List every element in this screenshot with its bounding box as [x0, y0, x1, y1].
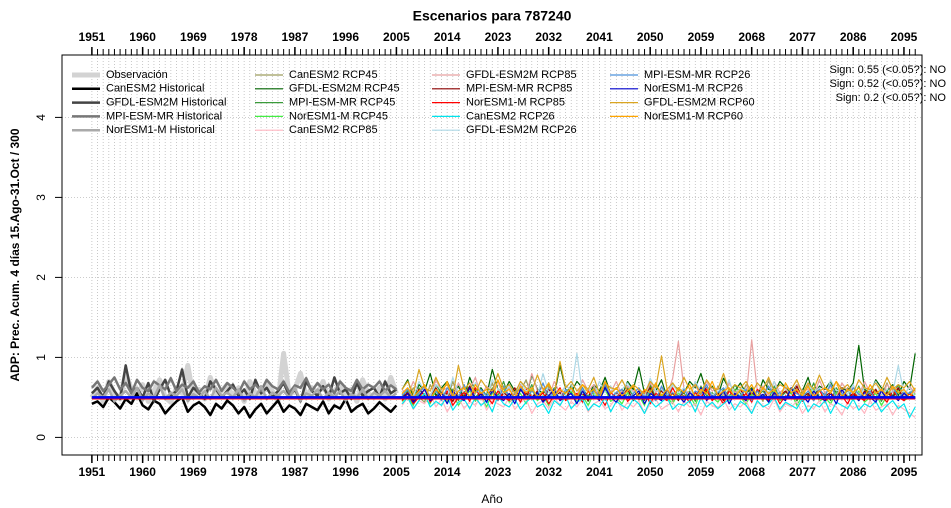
legend-label: MPI-ESM-MR RCP85 — [466, 83, 572, 95]
series-line — [401, 392, 916, 418]
legend-label: Observación — [106, 69, 168, 81]
x-tick-label: 2041 — [586, 465, 613, 479]
x-top-tick-label: 2005 — [383, 30, 410, 44]
x-top-tick-label: 2023 — [485, 30, 512, 44]
x-top-tick-label: 1960 — [129, 30, 156, 44]
annotation: Sign: 0.52 (<0.05?): NO — [830, 78, 947, 90]
x-tick-label: 2005 — [383, 465, 410, 479]
legend-label: CanESM2 RCP45 — [289, 69, 378, 81]
legend-label: NorESM1-M RCP60 — [644, 110, 743, 122]
x-tick-label: 1978 — [231, 465, 258, 479]
y-tick-label: 4 — [34, 114, 48, 121]
legend-label: GFDL-ESM2M RCP60 — [644, 97, 755, 109]
x-top-tick-label: 2059 — [688, 30, 715, 44]
x-tick-label: 1987 — [282, 465, 309, 479]
x-top-tick-label: 2050 — [637, 30, 664, 44]
x-top-tick-label: 2095 — [891, 30, 918, 44]
y-tick-label: 0 — [34, 434, 48, 441]
x-top-tick-label: 1969 — [180, 30, 207, 44]
x-top-tick-label: 1978 — [231, 30, 258, 44]
x-top-tick-label: 2014 — [434, 30, 461, 44]
legend-label: NorESM1-M RCP85 — [466, 97, 565, 109]
chart-title: Escenarios para 787240 — [413, 8, 572, 24]
annotation: Sign: 0.2 (<0.05?): NO — [836, 92, 947, 104]
x-tick-label: 1960 — [129, 465, 156, 479]
legend-label: GFDL-ESM2M RCP85 — [466, 69, 577, 81]
x-tick-label: 2014 — [434, 465, 461, 479]
legend-label: CanESM2 RCP85 — [289, 124, 378, 136]
annotation: Sign: 0.55 (<0.05?): NO — [830, 64, 947, 76]
x-tick-label: 2086 — [840, 465, 867, 479]
plot-frame — [61, 54, 923, 456]
x-top-tick-label: 2032 — [535, 30, 562, 44]
legend-label: NorESM1-M RCP26 — [644, 83, 743, 95]
x-tick-label: 2032 — [535, 465, 562, 479]
x-top-tick-label: 2086 — [840, 30, 867, 44]
legend-label: MPI-ESM-MR RCP45 — [289, 97, 395, 109]
series-line — [90, 376, 398, 395]
legend-label: GFDL-ESM2M RCP45 — [289, 83, 400, 95]
x-top-tick-label: 2068 — [738, 30, 765, 44]
x-top-tick-label: 1987 — [282, 30, 309, 44]
legend-label: MPI-ESM-MR Historical — [106, 110, 222, 122]
x-top-tick-label: 2041 — [586, 30, 613, 44]
y-tick-label: 2 — [34, 274, 48, 281]
x-axis-label: Año — [481, 492, 503, 506]
x-tick-label: 2023 — [485, 465, 512, 479]
series-line — [401, 382, 916, 402]
legend-label: CanESM2 RCP26 — [466, 110, 555, 122]
x-tick-label: 2095 — [891, 465, 918, 479]
x-tick-label: 2059 — [688, 465, 715, 479]
x-tick-label: 1969 — [180, 465, 207, 479]
y-axis-label: ADP: Prec. Acum. 4 días 15.Ago-31.Oct / … — [8, 128, 22, 381]
series-line — [401, 355, 916, 397]
x-top-tick-label: 1951 — [79, 30, 106, 44]
legend-label: NorESM1-M Historical — [106, 124, 215, 136]
x-tick-label: 1996 — [332, 465, 359, 479]
series-line — [401, 379, 916, 400]
x-tick-label: 2077 — [789, 465, 816, 479]
x-top-tick-label: 2077 — [789, 30, 816, 44]
x-tick-label: 2050 — [637, 465, 664, 479]
series-line — [91, 384, 398, 403]
y-tick-label: 3 — [34, 194, 48, 201]
x-tick-label: 1951 — [79, 465, 106, 479]
legend-label: CanESM2 Historical — [106, 83, 204, 95]
legend-label: GFDL-ESM2M Historical — [106, 97, 226, 109]
legend-label: MPI-ESM-MR RCP26 — [644, 69, 750, 81]
legend-label: GFDL-ESM2M RCP26 — [466, 124, 577, 136]
x-top-tick-label: 1996 — [332, 30, 359, 44]
x-tick-label: 2068 — [738, 465, 765, 479]
y-tick-label: 1 — [34, 354, 48, 361]
legend-label: NorESM1-M RCP45 — [289, 110, 388, 122]
